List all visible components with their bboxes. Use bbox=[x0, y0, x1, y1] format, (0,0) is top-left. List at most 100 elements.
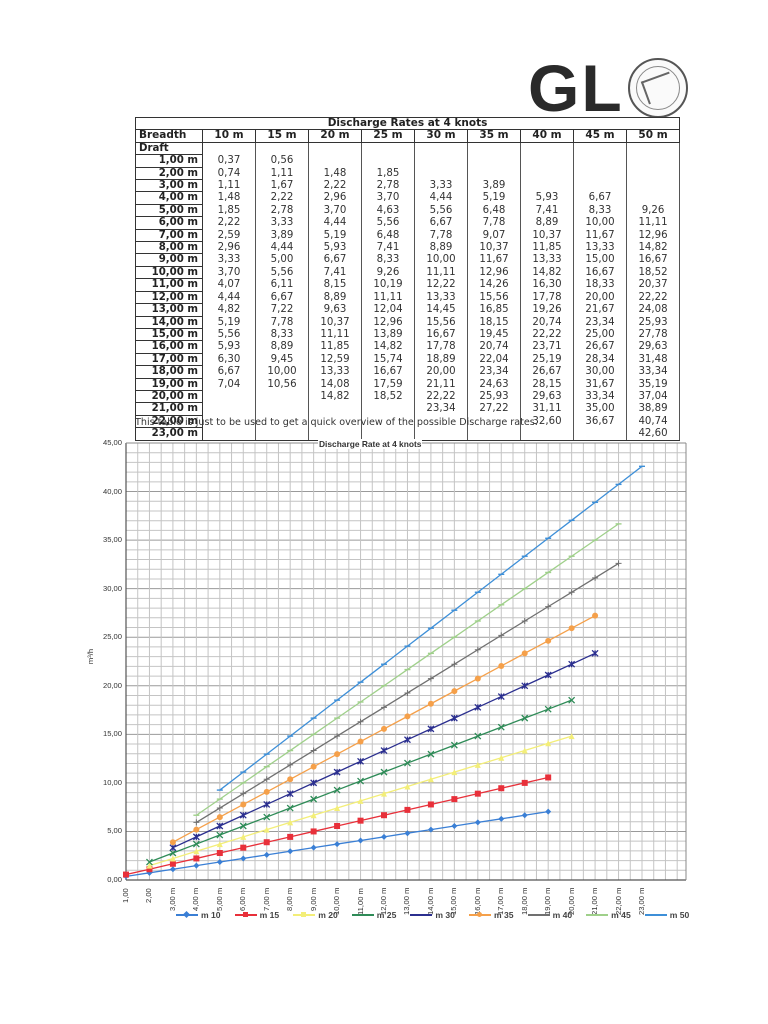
data-point-marker bbox=[427, 826, 434, 833]
table-cell: 14,82 bbox=[308, 390, 362, 403]
table-cell: 2,78 bbox=[361, 179, 415, 192]
data-point-marker bbox=[334, 823, 341, 830]
legend-label: m 40 bbox=[552, 910, 573, 920]
data-point-marker bbox=[287, 776, 294, 783]
data-point-marker bbox=[380, 768, 388, 776]
table-cell: 12,96 bbox=[625, 229, 681, 242]
data-point-marker bbox=[451, 688, 458, 695]
table-cell: 1,48 bbox=[308, 167, 362, 180]
table-cell bbox=[361, 154, 415, 168]
data-point-marker bbox=[239, 822, 247, 830]
data-point-marker bbox=[286, 804, 294, 812]
table-cell: 20,74 bbox=[520, 316, 574, 329]
x-tick-label: 9,00 m bbox=[308, 887, 318, 911]
data-point-marker bbox=[263, 826, 270, 833]
table-cell: 21,67 bbox=[573, 303, 627, 316]
table-cell: 9,45 bbox=[255, 353, 309, 366]
table-row: 4,00 m 1,48 2,22 2,96 3,70 4,44 5,19 5,93 6,67 bbox=[135, 191, 681, 205]
table-cell bbox=[573, 154, 627, 168]
table-cell: 29,63 bbox=[625, 340, 681, 354]
x-tick-label: 8,00 m bbox=[285, 887, 295, 911]
y-tick-label: 45,00 bbox=[102, 438, 122, 447]
table-cell: 5,93 bbox=[308, 241, 362, 254]
table-cell: 4,44 bbox=[308, 216, 362, 230]
table-cell: 13,33 bbox=[308, 365, 362, 379]
legend-swatch-icon bbox=[293, 912, 316, 917]
data-point-marker bbox=[474, 703, 482, 711]
data-point-marker bbox=[568, 733, 575, 740]
data-point-marker bbox=[427, 675, 434, 682]
data-point-marker bbox=[403, 759, 411, 767]
table-cell: 38,89 bbox=[625, 402, 681, 416]
table-cell: 16,67 bbox=[414, 328, 468, 341]
data-point-marker bbox=[240, 801, 247, 808]
table-cell: 10,00 bbox=[573, 216, 627, 230]
table-row: 13,00 m 4,82 7,22 9,63 12,04 14,45 16,85 19,26 2… bbox=[135, 303, 681, 317]
legend-swatch-icon bbox=[586, 914, 609, 916]
draft-label: 16,00 m bbox=[135, 340, 203, 354]
table-cell: 27,22 bbox=[467, 402, 521, 416]
data-point-marker bbox=[451, 796, 458, 803]
legend-item: m 35 bbox=[468, 910, 514, 920]
table-row: 15,00 m 5,56 8,33 11,11 13,89 16,67 19,45 22,22… bbox=[135, 327, 681, 342]
data-point-marker bbox=[287, 761, 294, 768]
table-cell: 16,30 bbox=[520, 278, 574, 292]
draft-header: Draft bbox=[135, 141, 203, 156]
table-cell: 4,63 bbox=[361, 204, 415, 217]
data-point-marker bbox=[474, 790, 481, 797]
y-tick-label: 0,00 bbox=[107, 875, 122, 884]
data-point-marker bbox=[544, 671, 552, 679]
draft-label: 18,00 m bbox=[135, 365, 203, 379]
data-point-marker bbox=[498, 754, 505, 761]
table-cell: 7,78 bbox=[255, 316, 309, 329]
table-cell: 1,85 bbox=[202, 204, 256, 217]
data-point-marker bbox=[521, 747, 528, 754]
legend-item: m 30 bbox=[410, 910, 455, 920]
data-point-marker bbox=[334, 841, 341, 848]
data-point-marker bbox=[427, 700, 434, 707]
table-cell: 2,22 bbox=[202, 216, 256, 230]
draft-label: 20,00 m bbox=[135, 389, 203, 404]
table-cell: 6,67 bbox=[308, 253, 362, 267]
table-cell: 10,37 bbox=[308, 316, 362, 329]
breadth-header: Breadth bbox=[135, 129, 203, 143]
table-cell: 14,08 bbox=[308, 378, 362, 391]
table-cell: 30,00 bbox=[573, 365, 627, 379]
table-cell: 10,00 bbox=[255, 365, 309, 379]
data-point-marker bbox=[334, 751, 341, 758]
table-row: 9,00 m 3,33 5,00 6,67 8,33 10,00 11,67 13,33 15,… bbox=[135, 253, 681, 267]
data-point-marker bbox=[521, 650, 528, 657]
data-point-marker bbox=[240, 790, 247, 797]
table-cell: 0,56 bbox=[255, 154, 309, 168]
company-logo: GL bbox=[528, 55, 688, 121]
data-point-marker bbox=[169, 839, 176, 846]
column-header: 35 m bbox=[467, 129, 521, 143]
column-header: 30 m bbox=[414, 129, 468, 143]
table-cell: 19,26 bbox=[520, 303, 574, 316]
table-cell: 3,33 bbox=[255, 216, 309, 230]
table-cell: 1,48 bbox=[202, 191, 256, 205]
data-point-marker bbox=[263, 813, 271, 821]
data-point-marker bbox=[568, 589, 575, 596]
draft-label: 17,00 m bbox=[135, 352, 203, 367]
table-cell: 31,48 bbox=[625, 353, 681, 366]
data-point-marker bbox=[381, 812, 387, 819]
legend-swatch-icon bbox=[351, 914, 374, 916]
table-cell: 11,11 bbox=[308, 328, 362, 341]
legend-swatch-icon bbox=[527, 914, 550, 916]
data-point-marker bbox=[193, 862, 200, 869]
table-cell: 7,78 bbox=[467, 216, 521, 230]
data-point-marker bbox=[123, 871, 129, 878]
y-tick-label: 10,00 bbox=[102, 777, 122, 787]
data-point-marker bbox=[521, 779, 528, 786]
table-cell bbox=[202, 402, 256, 416]
table-cell: 29,63 bbox=[520, 390, 574, 403]
table-title: Discharge Rates at 4 knots bbox=[134, 116, 681, 131]
table-cell: 37,04 bbox=[625, 390, 681, 403]
data-point-marker bbox=[169, 849, 177, 857]
table-cell: 18,33 bbox=[573, 278, 627, 292]
table-cell: 13,33 bbox=[520, 253, 574, 267]
table-cell: 15,00 bbox=[573, 253, 627, 267]
table-cell: 10,56 bbox=[255, 378, 309, 391]
data-point-marker bbox=[474, 819, 481, 826]
